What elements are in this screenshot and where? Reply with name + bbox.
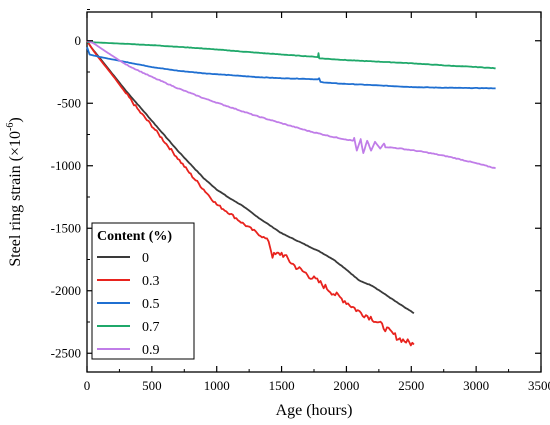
series-line-0.9 [86,39,496,170]
y-tick-label: -1000 [51,158,81,173]
x-tick-label: 0 [84,378,91,393]
x-tick-label: 3000 [463,378,489,393]
series-line-0.5 [86,46,496,90]
x-tick-label: 1000 [204,378,230,393]
y-tick-label: -2500 [51,345,81,360]
y-tick-label: -1500 [51,220,81,235]
x-tick-label: 500 [142,378,162,393]
series-line-0 [86,40,415,315]
x-tick-label: 2000 [333,378,359,393]
y-axis-title-superscript: -6 [5,123,16,131]
x-axis-title: Age (hours) [276,402,353,419]
y-axis-title: Steel ring strain (×10-6) [5,117,24,266]
legend-label-0.5: 0.5 [142,297,160,312]
y-tick-label: -500 [57,95,81,110]
legend-title: Content (%) [97,229,172,244]
x-tick-label: 1500 [269,378,295,393]
legend-label-0.9: 0.9 [142,343,160,358]
series-lines [86,39,496,347]
y-tick-label: 0 [75,33,82,48]
legend-label-0: 0 [142,251,149,266]
series-line-0.7 [86,41,496,70]
legend-label-0.7: 0.7 [142,320,160,335]
y-axis-title-main: Steel ring strain (×10 [7,131,24,267]
legend-box [91,222,195,360]
x-tick-label: 2500 [398,378,424,393]
y-tick-label: -2000 [51,283,81,298]
legend-label-0.3: 0.3 [142,274,160,289]
legend: Content (%) 0 0.3 0.5 0.7 0.9 [91,222,195,360]
y-axis-title-close: ) [7,117,24,122]
series-line-0.3 [86,40,415,347]
legend-items: 0 0.3 0.5 0.7 0.9 [97,251,160,358]
